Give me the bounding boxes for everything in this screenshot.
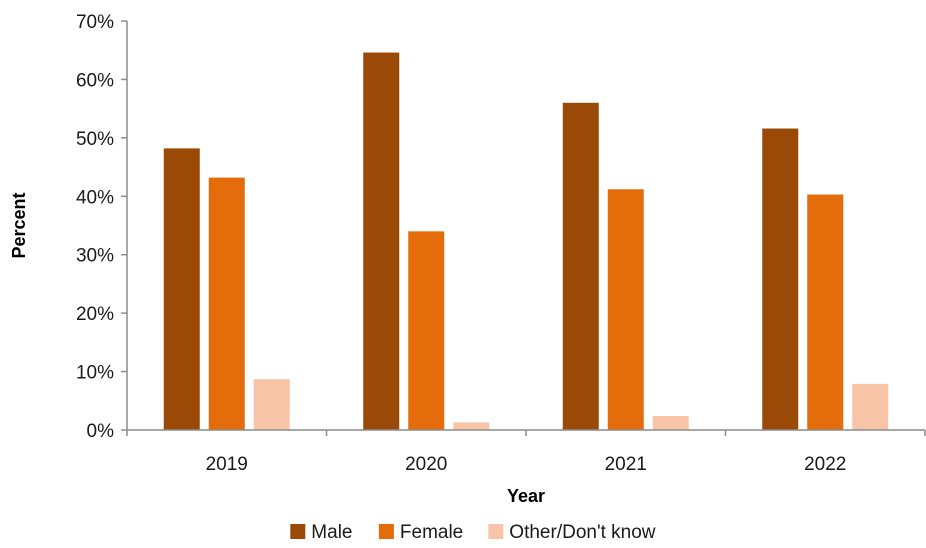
- bar-male-2022: [762, 128, 799, 430]
- legend-label: Other/Don't know: [509, 522, 655, 543]
- x-axis-ticks: 2019 2020 2021 2022: [126, 430, 926, 475]
- y-tick-label: 10%: [76, 363, 114, 384]
- y-tick-label: 40%: [76, 187, 114, 208]
- bar-male-2020: [363, 52, 400, 431]
- y-axis-ticks: 0% 10% 20% 30% 40% 50% 60% 70%: [76, 12, 127, 442]
- legend-swatch-other-don-t-know: [488, 524, 504, 539]
- bar-female-2019: [208, 177, 245, 430]
- y-tick-label: 70%: [76, 12, 114, 33]
- bars-group: [163, 52, 889, 431]
- y-tick-label: 20%: [76, 304, 114, 325]
- x-tick-label: 2021: [605, 454, 647, 475]
- y-tick-label: 30%: [76, 246, 114, 267]
- y-tick-label: 60%: [76, 70, 114, 91]
- x-tick-label: 2020: [405, 454, 447, 475]
- bar-other-don-t-know-2020: [453, 422, 490, 430]
- x-tick-label: 2022: [804, 454, 846, 475]
- y-tick-label: 50%: [76, 129, 114, 150]
- legend-label: Female: [400, 522, 463, 543]
- bar-other-don-t-know-2022: [852, 383, 889, 430]
- bar-female-2022: [807, 194, 844, 430]
- y-axis-title: Percent: [9, 192, 29, 258]
- legend-label: Male: [311, 522, 352, 543]
- x-axis-title: Year: [507, 486, 545, 506]
- legend-swatch-male: [290, 524, 306, 539]
- bar-other-don-t-know-2021: [652, 415, 689, 430]
- bar-male-2021: [562, 102, 599, 431]
- x-tick-label: 2019: [206, 454, 248, 475]
- bar-female-2020: [408, 231, 445, 430]
- bar-male-2019: [163, 148, 200, 431]
- legend: Male Female Other/Don't know: [290, 522, 656, 543]
- bar-other-don-t-know-2019: [253, 379, 290, 430]
- legend-swatch-female: [378, 524, 394, 539]
- bar-female-2021: [607, 189, 644, 430]
- y-tick-label: 0%: [87, 421, 115, 442]
